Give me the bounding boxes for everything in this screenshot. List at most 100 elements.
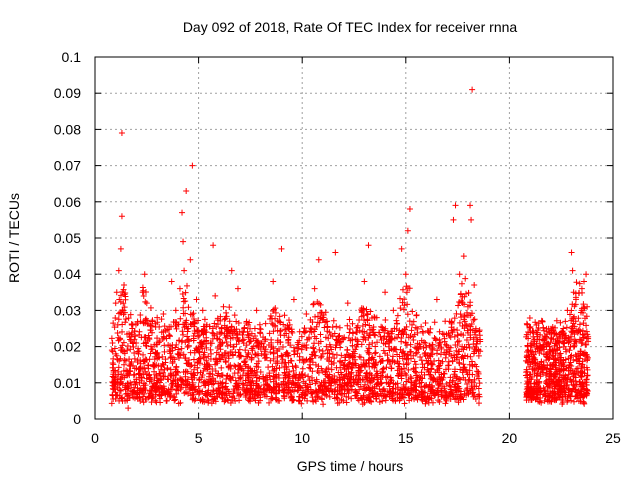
data-point [562, 372, 569, 379]
data-point [145, 372, 152, 379]
data-point [253, 363, 260, 370]
data-point [336, 332, 343, 339]
data-point [572, 338, 579, 345]
data-point [196, 376, 203, 383]
data-point [114, 329, 121, 336]
data-point [401, 302, 408, 309]
data-point [230, 343, 237, 350]
data-point [147, 304, 154, 311]
data-point [153, 371, 160, 378]
data-point [184, 344, 191, 351]
data-point [356, 353, 363, 360]
data-point [460, 253, 467, 260]
data-point [527, 371, 534, 378]
data-point [356, 386, 363, 393]
data-point [550, 394, 557, 401]
data-point [576, 379, 583, 386]
data-point [460, 346, 467, 353]
data-point [526, 315, 533, 322]
data-point [223, 392, 230, 399]
data-point [140, 393, 147, 400]
data-point [526, 363, 533, 370]
data-point [442, 318, 449, 325]
data-point [128, 320, 135, 327]
data-point [271, 366, 278, 373]
data-point [201, 316, 208, 323]
data-point [306, 364, 313, 371]
data-point [182, 298, 189, 305]
data-point [529, 328, 536, 335]
data-point [307, 325, 314, 332]
data-point [209, 335, 216, 342]
data-point [377, 372, 384, 379]
data-point [243, 353, 250, 360]
data-point [394, 334, 401, 341]
data-point [147, 350, 154, 357]
data-point [219, 379, 226, 386]
data-point [182, 384, 189, 391]
data-point [153, 374, 160, 381]
data-point [251, 388, 258, 395]
data-point [476, 332, 483, 339]
data-point [429, 361, 436, 368]
data-point [256, 389, 263, 396]
data-point [462, 290, 469, 297]
data-point [182, 289, 189, 296]
data-point [559, 386, 566, 393]
data-point [203, 357, 210, 364]
data-point [200, 351, 207, 358]
data-point [464, 385, 471, 392]
data-point [270, 355, 277, 362]
data-point [175, 351, 182, 358]
data-point [406, 391, 413, 398]
data-point [285, 325, 291, 332]
data-point [405, 360, 412, 367]
data-point [362, 387, 369, 394]
data-point [271, 388, 278, 395]
data-point [276, 397, 283, 404]
data-point [346, 370, 353, 377]
y-tick-label: 0.07 [54, 158, 81, 174]
data-point [177, 386, 184, 393]
data-point [143, 343, 150, 350]
data-point [525, 379, 532, 386]
data-point [245, 321, 252, 328]
data-point [427, 387, 434, 394]
data-point [527, 323, 534, 330]
data-point [376, 329, 383, 336]
data-point [361, 278, 368, 285]
data-point [367, 377, 374, 384]
data-point [527, 387, 534, 394]
data-point [276, 364, 283, 371]
data-point [280, 387, 287, 394]
data-point [296, 353, 303, 360]
data-point [288, 357, 295, 364]
data-point [177, 315, 184, 322]
data-point [362, 381, 369, 388]
data-point [475, 352, 482, 359]
data-point [389, 395, 396, 402]
data-point [189, 162, 196, 169]
data-point [528, 396, 535, 403]
data-point [161, 348, 168, 355]
data-point [380, 347, 387, 354]
data-point [112, 389, 119, 396]
data-point [469, 379, 476, 386]
data-point [423, 357, 430, 364]
data-point [548, 372, 555, 379]
data-point [577, 337, 584, 344]
data-point [358, 363, 365, 370]
data-point [473, 347, 480, 354]
data-point [285, 317, 292, 324]
data-point [354, 379, 361, 386]
data-point [535, 365, 542, 372]
data-point [216, 343, 223, 350]
data-point [239, 372, 246, 379]
data-point [534, 391, 541, 398]
data-point [442, 354, 449, 361]
data-point [118, 346, 125, 353]
data-point [427, 371, 434, 378]
data-point [115, 364, 122, 371]
data-point [378, 358, 385, 365]
